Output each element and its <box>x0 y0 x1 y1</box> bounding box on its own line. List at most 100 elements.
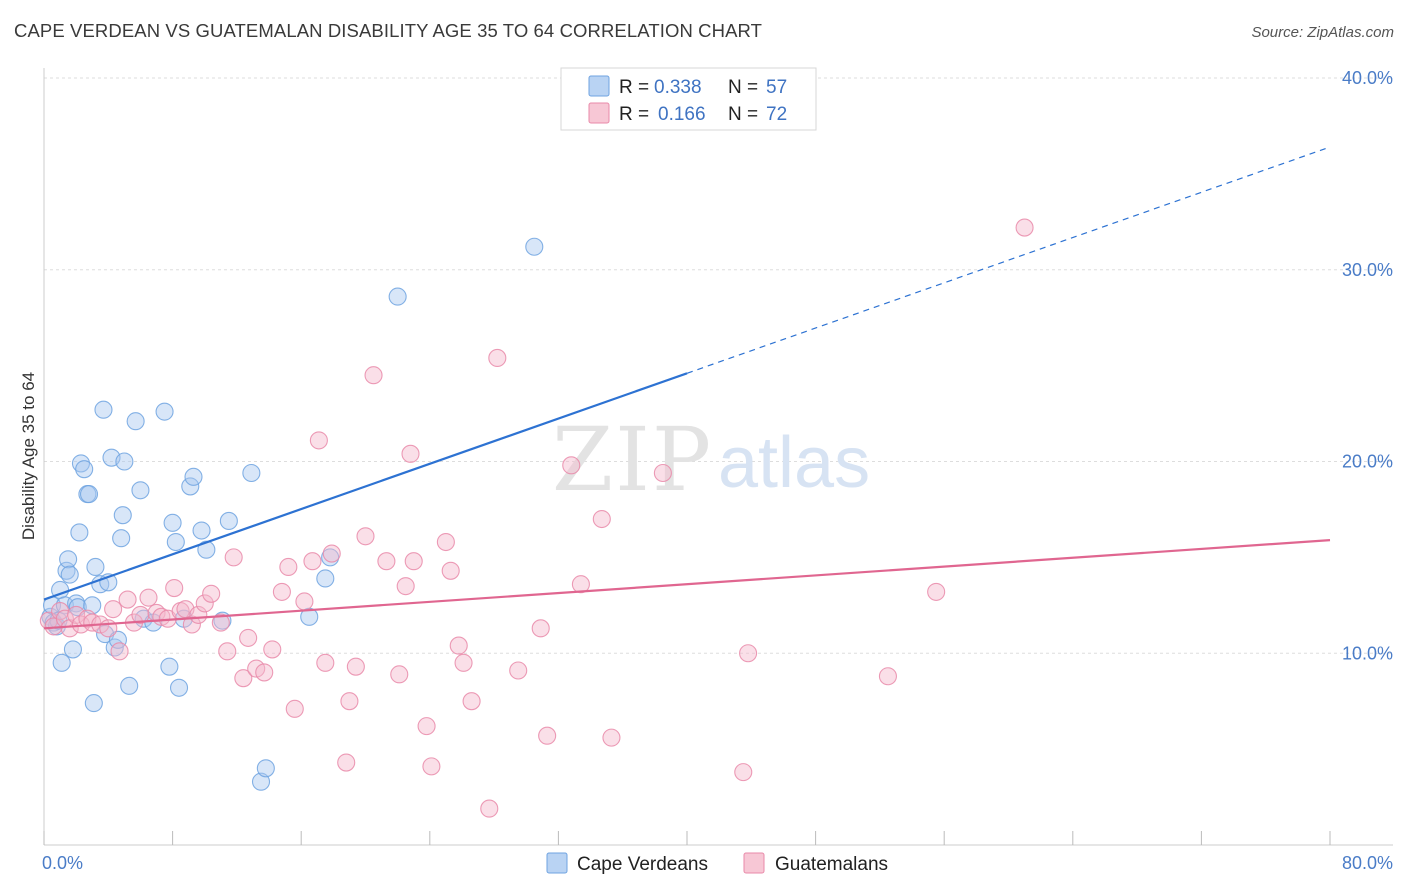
data-point-guatemalan <box>165 579 184 598</box>
data-point-guatemalan <box>234 669 253 688</box>
y-tick-label: 40.0% <box>1342 68 1393 88</box>
legend-label-guatemalans: Guatemalans <box>775 854 888 875</box>
watermark: ZIP atlas <box>552 408 870 511</box>
data-point-cape-verdean <box>75 460 94 479</box>
data-point-cape-verdean <box>86 557 105 577</box>
data-point-guatemalan <box>272 582 291 601</box>
data-point-guatemalan <box>531 619 550 638</box>
data-point-cape-verdean <box>197 540 216 559</box>
series-legend: Cape Verdeans Guatemalans <box>546 852 888 875</box>
data-point-guatemalan <box>422 757 441 776</box>
data-point-cape-verdean <box>160 657 179 676</box>
legend-r-label: R = <box>619 77 649 98</box>
data-point-cape-verdean <box>388 287 407 306</box>
correlation-legend: R = 0.338 N = 57 R = 0.166 N = 72 <box>560 67 817 131</box>
data-point-cape-verdean <box>70 523 89 542</box>
y-tick-label: 10.0% <box>1342 643 1393 663</box>
legend-n-label: N = <box>728 104 758 125</box>
y-tick-label: 20.0% <box>1342 452 1393 472</box>
data-point-guatemalan <box>592 509 611 529</box>
data-point-guatemalan <box>337 753 356 772</box>
data-point-cape-verdean <box>166 532 185 552</box>
data-point-guatemalan <box>239 628 258 647</box>
data-point-guatemalan <box>653 463 672 483</box>
legend-swatch-guatemalans <box>588 102 610 124</box>
data-point-cape-verdean <box>163 513 182 532</box>
data-point-guatemalan <box>99 619 118 638</box>
trend-line-extension-cape-verdeans <box>686 146 1331 374</box>
data-points <box>39 218 1034 818</box>
data-point-cape-verdean <box>184 467 203 486</box>
data-point-guatemalan <box>131 605 150 624</box>
data-point-cape-verdean <box>113 506 132 525</box>
data-point-guatemalan <box>404 552 423 571</box>
data-point-guatemalan <box>295 592 314 611</box>
data-point-guatemalan <box>279 557 298 577</box>
data-point-guatemalan <box>417 717 436 736</box>
legend-n-value: 57 <box>766 77 787 98</box>
watermark-zip: ZIP <box>552 408 713 511</box>
legend-swatch-cape-verdeans <box>588 75 610 97</box>
legend-n-value: 72 <box>766 104 787 125</box>
source-credit: Source: ZipAtlas.com <box>1251 24 1394 41</box>
y-tick-labels: 10.0% 20.0% 30.0% 40.0% <box>1342 68 1393 663</box>
trend-lines <box>43 146 1331 630</box>
data-point-cape-verdean <box>219 511 238 530</box>
data-point-guatemalan <box>734 763 753 782</box>
data-point-guatemalan <box>303 552 322 571</box>
data-point-cape-verdean <box>59 550 78 569</box>
data-point-cape-verdean <box>112 529 131 548</box>
data-point-cape-verdean <box>155 402 174 421</box>
data-point-guatemalan <box>255 663 274 682</box>
axes <box>43 68 1393 846</box>
legend-r-label: R = <box>619 104 649 125</box>
legend-swatch-cape-verdeans <box>546 852 568 874</box>
data-point-guatemalan <box>356 527 375 546</box>
data-point-guatemalan <box>182 615 201 634</box>
data-point-guatemalan <box>195 594 214 613</box>
data-point-guatemalan <box>1015 218 1034 237</box>
trend-line-cape-verdeans <box>43 372 688 601</box>
data-point-cape-verdean <box>242 463 261 483</box>
data-point-guatemalan <box>139 588 158 607</box>
legend-r-value: 0.166 <box>658 104 706 125</box>
data-point-guatemalan <box>202 584 221 603</box>
data-point-guatemalan <box>322 544 341 563</box>
data-point-guatemalan <box>316 653 335 672</box>
data-point-guatemalan <box>224 548 243 567</box>
data-point-guatemalan <box>104 600 123 619</box>
data-point-cape-verdean <box>192 521 211 540</box>
trend-line-guatemalans <box>43 539 1331 630</box>
data-point-guatemalan <box>449 636 468 655</box>
data-point-cape-verdean <box>71 454 91 473</box>
data-point-cape-verdean <box>181 477 200 496</box>
data-point-guatemalan <box>390 665 409 684</box>
data-point-guatemalan <box>364 366 383 385</box>
data-point-guatemalan <box>562 456 581 475</box>
data-point-cape-verdean <box>126 412 145 431</box>
data-point-cape-verdean <box>63 640 82 659</box>
data-point-guatemalan <box>454 653 473 672</box>
data-point-guatemalan <box>211 613 230 632</box>
legend-n-label: N = <box>728 77 758 98</box>
data-point-guatemalan <box>739 644 758 663</box>
data-point-guatemalan <box>346 657 365 676</box>
data-point-cape-verdean <box>52 653 71 672</box>
data-point-guatemalan <box>878 667 897 686</box>
data-point-guatemalan <box>340 692 359 711</box>
chart-title: CAPE VERDEAN VS GUATEMALAN DISABILITY AG… <box>14 20 763 41</box>
data-point-guatemalan <box>462 692 481 711</box>
data-point-cape-verdean <box>256 759 275 778</box>
data-point-cape-verdean <box>169 678 189 697</box>
data-point-guatemalan <box>309 431 328 450</box>
data-point-cape-verdean <box>131 481 150 500</box>
data-point-guatemalan <box>480 799 499 818</box>
data-point-cape-verdean <box>115 452 134 471</box>
data-point-guatemalan <box>441 561 460 580</box>
y-tick-label: 30.0% <box>1342 260 1393 280</box>
legend-label-cape-verdeans: Cape Verdeans <box>577 854 708 875</box>
data-point-guatemalan <box>488 348 507 368</box>
data-point-guatemalan <box>118 590 137 609</box>
data-point-guatemalan <box>927 582 946 601</box>
data-point-cape-verdean <box>79 485 99 504</box>
